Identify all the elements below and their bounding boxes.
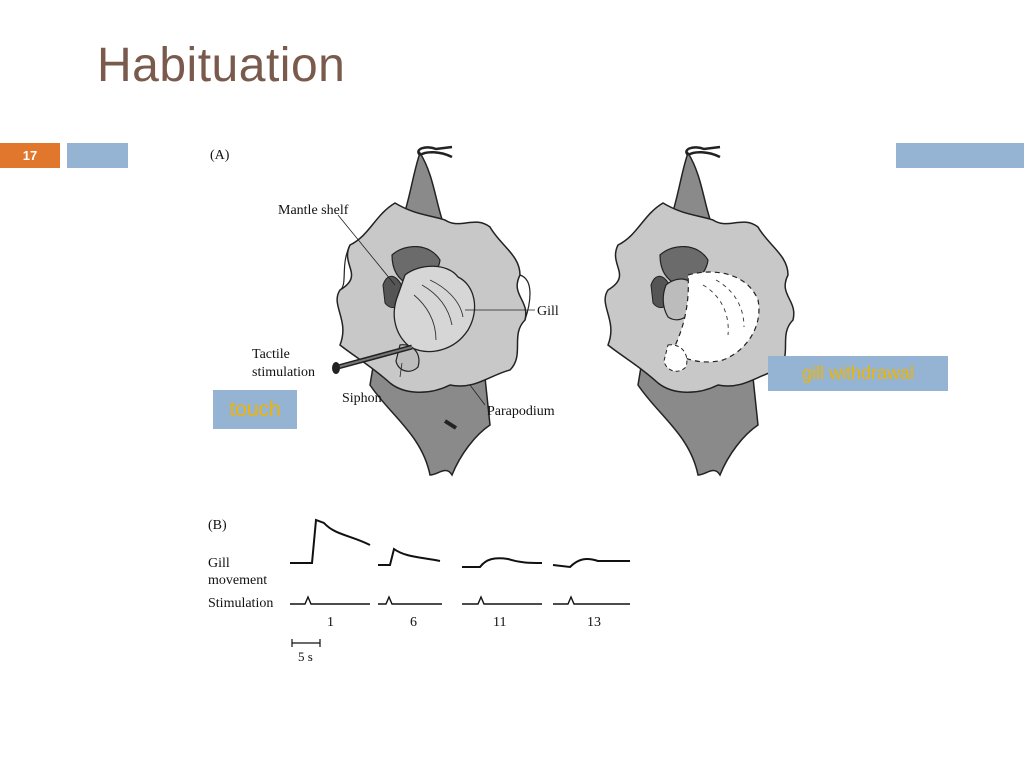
label-mantle-shelf: Mantle shelf [278, 203, 349, 218]
label-stimulation-trace: Stimulation [208, 596, 273, 611]
label-gill: Gill [537, 304, 559, 319]
touch-callout: touch [213, 390, 297, 429]
slide-number-badge: 17 [0, 143, 60, 168]
gill-movement-traces [290, 518, 630, 569]
trial-1-label: 1 [327, 615, 334, 630]
panel-a-label: (A) [210, 148, 230, 163]
slide-title: Habituation [97, 39, 346, 92]
scale-bar [291, 639, 321, 647]
scale-bar-label: 5 s [298, 649, 313, 664]
label-tactile: Tactile [252, 347, 290, 362]
panel-b-label: (B) [208, 518, 227, 533]
aplysia-figure: (A) Mantle shelf Gill Tactile stimulatio [208, 145, 795, 664]
trial-6-label: 6 [410, 615, 417, 630]
label-gill-movement-1: Gill [208, 556, 230, 571]
label-parapodium: Parapodium [487, 404, 555, 419]
aplysia-right [604, 145, 795, 477]
aplysia-left: Mantle shelf Gill Tactile stimulation Si… [252, 145, 559, 477]
gill-withdrawal-callout: gill withdrawal [768, 356, 948, 391]
accent-bar-right [896, 143, 1024, 168]
label-stimulation: stimulation [252, 365, 315, 380]
stimulation-traces [290, 595, 630, 605]
trial-11-label: 11 [493, 615, 506, 630]
trial-13-label: 13 [587, 615, 601, 630]
accent-bar-left [67, 143, 128, 168]
label-siphon: Siphon [342, 391, 382, 406]
label-gill-movement-2: movement [208, 573, 267, 588]
